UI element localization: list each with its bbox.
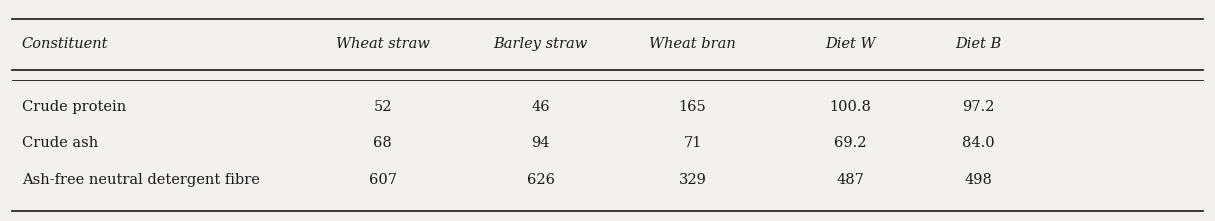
- Text: Crude ash: Crude ash: [22, 135, 98, 150]
- Text: 498: 498: [965, 173, 991, 187]
- Text: Constituent: Constituent: [22, 37, 108, 51]
- Text: Diet W: Diet W: [825, 37, 876, 51]
- Text: Diet B: Diet B: [955, 37, 1001, 51]
- Text: 69.2: 69.2: [835, 135, 866, 150]
- Text: Barley straw: Barley straw: [493, 37, 588, 51]
- Text: Wheat straw: Wheat straw: [335, 37, 430, 51]
- Text: 52: 52: [373, 100, 392, 114]
- Text: 84.0: 84.0: [962, 135, 994, 150]
- Text: 607: 607: [368, 173, 397, 187]
- Text: 329: 329: [679, 173, 706, 187]
- Text: Wheat bran: Wheat bran: [649, 37, 736, 51]
- Text: 97.2: 97.2: [962, 100, 994, 114]
- Text: 626: 626: [526, 173, 555, 187]
- Text: 68: 68: [373, 135, 392, 150]
- Text: 71: 71: [683, 135, 702, 150]
- Text: 46: 46: [531, 100, 550, 114]
- Text: Crude protein: Crude protein: [22, 100, 126, 114]
- Text: 100.8: 100.8: [830, 100, 871, 114]
- Text: 94: 94: [531, 135, 550, 150]
- Text: Ash-free neutral detergent fibre: Ash-free neutral detergent fibre: [22, 173, 260, 187]
- Text: 165: 165: [679, 100, 706, 114]
- Text: 487: 487: [837, 173, 864, 187]
